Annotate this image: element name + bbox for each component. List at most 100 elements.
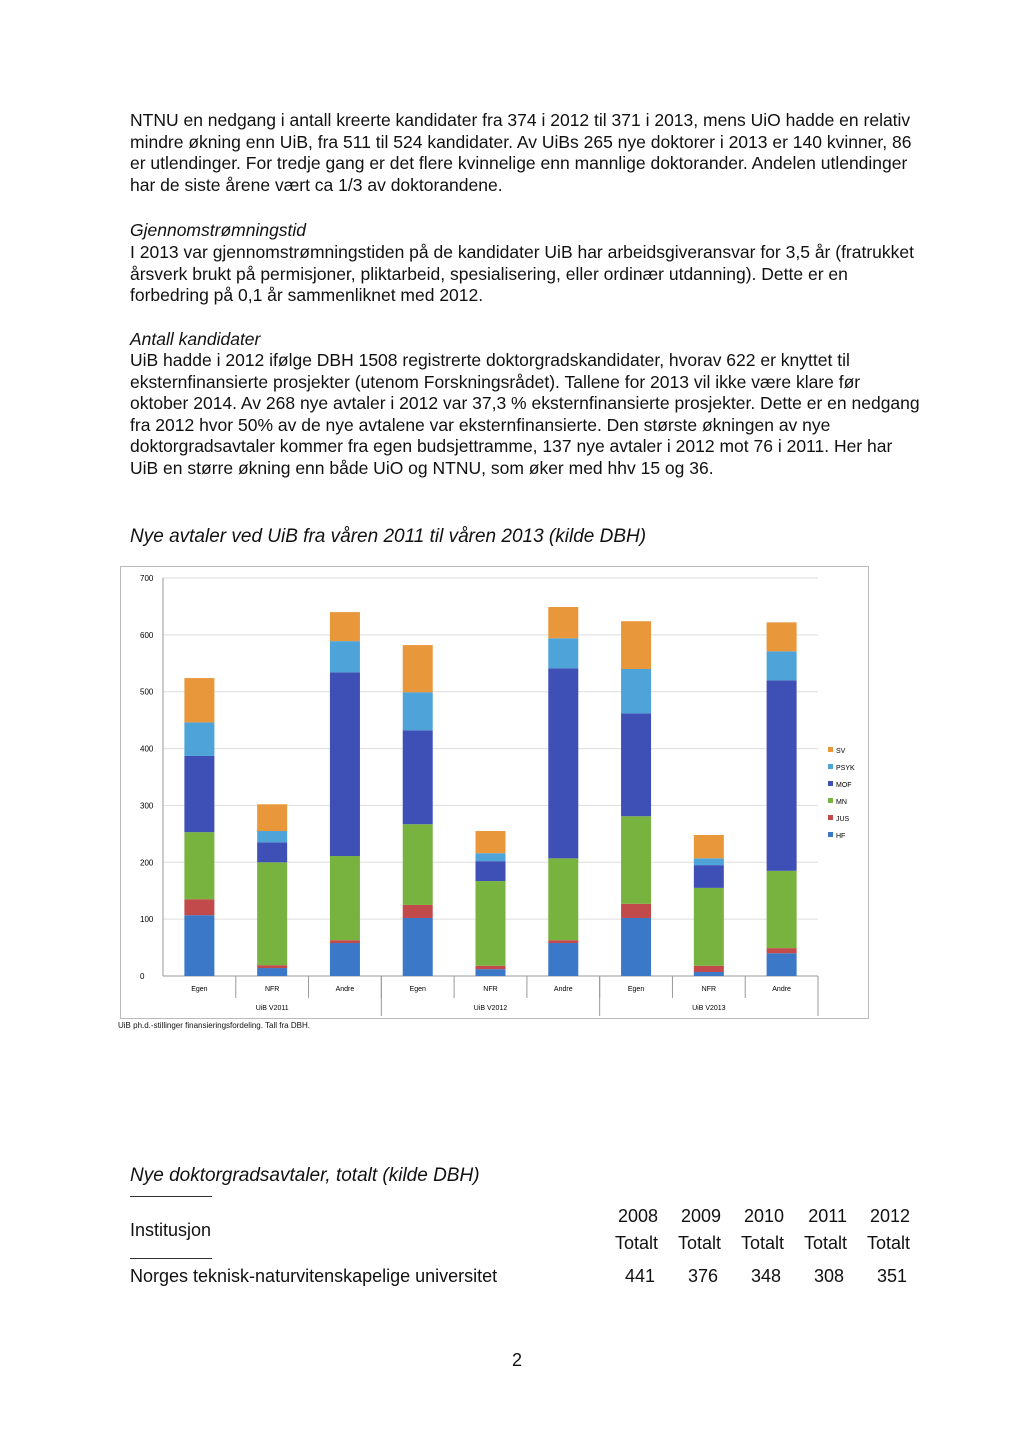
legend-swatch [828, 815, 833, 820]
bar-segment [329, 856, 360, 941]
table-cell: 376 [687, 1266, 718, 1286]
bar-segment [548, 606, 579, 639]
group-label: UiB V2013 [692, 1005, 726, 1012]
bar-segment [766, 651, 797, 681]
chart-caption: Nye avtaler ved UiB fra våren 2011 til v… [130, 526, 647, 547]
x-tick-label: Andre [554, 986, 573, 993]
bar-segment [475, 881, 506, 966]
column-year: 2012 [869, 1206, 910, 1226]
bar-segment [766, 680, 797, 871]
column-sub: Totalt [803, 1233, 847, 1253]
x-tick-label: Egen [410, 986, 426, 993]
group-label: UiB V2012 [474, 1005, 508, 1012]
bar-segment [257, 831, 288, 843]
legend-label: MN [836, 799, 847, 806]
bar-segment [475, 861, 506, 882]
paragraph: NTNU en nedgang i antall kreerte kandida… [130, 110, 912, 195]
group-label: UiB V2011 [256, 1005, 289, 1012]
row-label: Norges teknisk-naturvitenskapelige unive… [130, 1266, 498, 1286]
bar-segment [475, 969, 506, 976]
bar-segment [693, 887, 724, 966]
bar-segment [329, 943, 360, 976]
bar-segment [693, 965, 724, 973]
page-number: 2 [512, 1350, 523, 1370]
column-year: 2010 [743, 1206, 784, 1226]
bar-segment [184, 832, 215, 900]
x-tick-label: Andre [772, 986, 791, 993]
bar-segment [184, 899, 215, 916]
bar-segment [402, 918, 433, 976]
bar-segment [693, 865, 724, 888]
y-tick-label: 200 [140, 858, 154, 867]
legend-label: SV [836, 748, 846, 755]
section-heading: Antall kandidater [130, 329, 261, 349]
bar-segment [766, 953, 797, 976]
column-sub: Totalt [614, 1233, 658, 1253]
x-tick-label: NFR [483, 986, 497, 993]
bar-segment [621, 816, 652, 904]
table-cell: 441 [624, 1266, 655, 1286]
bar-segment [548, 638, 579, 669]
bar-segment [402, 645, 433, 693]
bar-segment [257, 804, 288, 832]
y-tick-label: 300 [140, 801, 154, 810]
legend-swatch [828, 832, 833, 837]
column-sub: Totalt [677, 1233, 721, 1253]
bar-segment [475, 853, 506, 862]
column-year: 2008 [617, 1206, 658, 1226]
bar-segment [184, 678, 215, 723]
bar-segment [766, 622, 797, 652]
bar-segment [257, 862, 288, 966]
legend-label: JUS [836, 816, 850, 823]
section-heading: Gjennomstrømningstid [130, 220, 307, 240]
bar-segment [548, 943, 579, 976]
table-cell: 348 [750, 1266, 781, 1286]
y-tick-label: 700 [140, 574, 154, 583]
bar-segment [475, 965, 506, 970]
bar-segment [257, 842, 288, 863]
bar-segment [693, 834, 724, 859]
bar-segment [329, 672, 360, 857]
column-sub: Totalt [866, 1233, 910, 1253]
x-tick-label: NFR [702, 986, 716, 993]
bar-segment [329, 940, 360, 944]
paragraph: UiB hadde i 2012 ifølge DBH 1508 registr… [130, 350, 920, 478]
bar-segment [184, 755, 215, 833]
x-tick-label: Andre [336, 986, 355, 993]
y-tick-label: 500 [140, 688, 154, 697]
column-sub: Totalt [740, 1233, 784, 1253]
legend-label: HF [836, 833, 845, 840]
bar-segment [621, 668, 652, 714]
bar-segment [184, 915, 215, 976]
bar-segment [621, 713, 652, 817]
column-year: 2011 [808, 1206, 847, 1226]
table-header: Institusjon [130, 1220, 212, 1240]
bar-segment [257, 968, 288, 976]
legend-swatch [828, 781, 833, 786]
bar-segment [548, 668, 579, 859]
x-tick-label: Egen [628, 986, 644, 993]
bar-segment [257, 965, 288, 969]
bar-segment [475, 831, 506, 854]
y-tick-label: 600 [140, 631, 154, 640]
bar-segment [548, 940, 579, 944]
x-tick-label: Egen [191, 986, 207, 993]
table-cell: 308 [813, 1266, 844, 1286]
bar-segment [693, 858, 724, 866]
bar-segment [329, 612, 360, 642]
legend-label: MOF [836, 782, 852, 789]
bar-segment [329, 641, 360, 673]
x-tick-label: NFR [265, 986, 279, 993]
bar-segment [402, 904, 433, 919]
bar-segment [766, 870, 797, 949]
legend-label: PSYK [836, 765, 855, 772]
column-year: 2009 [680, 1206, 721, 1226]
bar-segment [766, 948, 797, 954]
rule [130, 1258, 212, 1259]
bar-segment [402, 824, 433, 905]
bar-segment [693, 972, 724, 976]
chart: 0 100 200 300 400 500 600 700 Egen NFR Andre Egen NF… [120, 566, 869, 1019]
y-tick-label: 400 [140, 745, 154, 754]
